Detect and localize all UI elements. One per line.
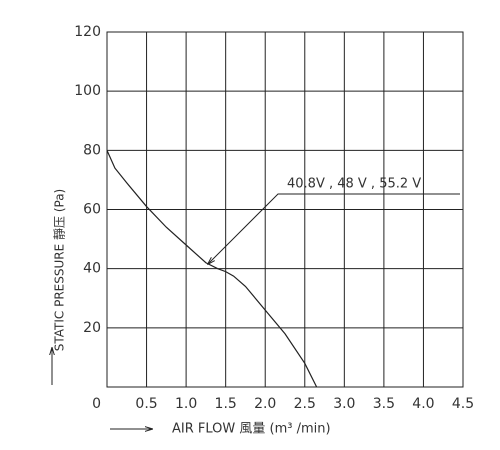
curve <box>106 150 318 388</box>
x-tick-label: 3.5 <box>373 396 395 412</box>
x-tick-label: 2.0 <box>254 396 276 412</box>
x-tick-label: 0 <box>92 396 101 412</box>
x-tick-label: 4.5 <box>452 396 474 412</box>
annotation-leader <box>208 193 460 264</box>
y-tick-label: 100 <box>74 83 101 99</box>
x-tick-label: 2.5 <box>294 396 316 412</box>
y-tick-label: 120 <box>74 24 101 40</box>
x-axis-label: AIR FLOW 風量 (m³ /min) <box>172 422 331 437</box>
x-tick-label: 4.0 <box>412 396 434 412</box>
annotation: 40.8V , 48 V , 55.2 V <box>287 177 421 192</box>
x-tick-label: 3.0 <box>333 396 355 412</box>
y-tick-label: 60 <box>83 202 101 218</box>
x-tick-label: 0.5 <box>135 396 157 412</box>
x-tick-label: 1.5 <box>215 396 237 412</box>
y-tick-label: 80 <box>83 142 101 158</box>
y-tick-label: 40 <box>83 261 101 277</box>
y-axis-label: STATIC PRESSURE 靜压 (Pa) <box>53 189 67 352</box>
y-tick-label: 20 <box>83 320 101 336</box>
x-tick-label: 1.0 <box>175 396 197 412</box>
